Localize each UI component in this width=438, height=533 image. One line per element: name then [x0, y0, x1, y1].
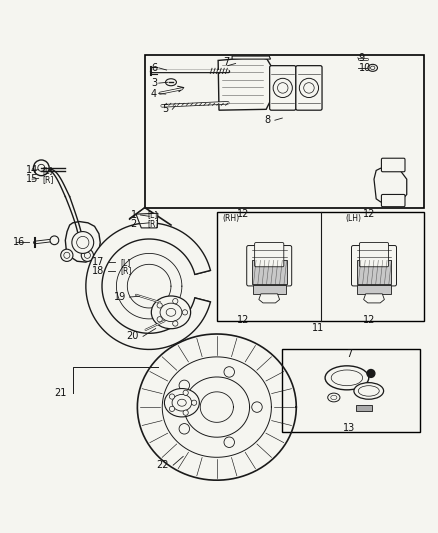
Polygon shape [357, 285, 391, 294]
Circle shape [72, 231, 94, 253]
Circle shape [304, 83, 314, 93]
Polygon shape [136, 213, 158, 228]
Text: (RH): (RH) [223, 214, 240, 223]
Text: 10: 10 [359, 63, 371, 73]
Text: [R]: [R] [121, 266, 132, 276]
Text: [L]: [L] [42, 166, 53, 175]
Ellipse shape [172, 394, 192, 411]
Circle shape [278, 83, 288, 93]
Ellipse shape [325, 366, 369, 390]
Polygon shape [86, 223, 211, 350]
Ellipse shape [166, 309, 176, 316]
Text: 13: 13 [343, 423, 355, 433]
Circle shape [173, 298, 178, 304]
Text: 12: 12 [363, 315, 375, 325]
FancyBboxPatch shape [360, 243, 389, 266]
FancyBboxPatch shape [270, 66, 296, 110]
FancyBboxPatch shape [247, 246, 292, 286]
Circle shape [299, 78, 318, 98]
Ellipse shape [166, 79, 177, 86]
Polygon shape [374, 168, 407, 202]
Text: 18: 18 [92, 266, 105, 276]
Ellipse shape [368, 64, 378, 71]
Ellipse shape [328, 393, 340, 402]
Text: 15: 15 [26, 174, 39, 184]
Text: 22: 22 [156, 460, 169, 470]
Ellipse shape [331, 395, 337, 400]
Polygon shape [259, 294, 279, 303]
Circle shape [157, 317, 162, 322]
Text: 19: 19 [114, 292, 126, 302]
Polygon shape [65, 222, 100, 262]
Ellipse shape [358, 386, 379, 396]
Circle shape [33, 160, 49, 176]
Circle shape [77, 236, 89, 248]
Circle shape [224, 367, 234, 377]
Text: 14: 14 [26, 165, 38, 175]
Text: 4: 4 [151, 88, 157, 99]
Text: 21: 21 [55, 388, 67, 398]
Circle shape [84, 252, 90, 259]
Text: (LH): (LH) [346, 214, 362, 223]
Ellipse shape [164, 389, 199, 417]
Text: 2: 2 [131, 219, 137, 229]
Text: 5: 5 [162, 104, 169, 114]
Text: 3: 3 [151, 78, 157, 88]
FancyBboxPatch shape [381, 195, 405, 207]
Circle shape [38, 164, 45, 171]
Circle shape [367, 369, 375, 377]
Circle shape [224, 437, 234, 448]
Ellipse shape [331, 370, 363, 386]
Text: [L]: [L] [121, 257, 131, 266]
FancyBboxPatch shape [296, 66, 322, 110]
Polygon shape [364, 294, 385, 303]
Ellipse shape [151, 296, 191, 329]
Circle shape [81, 249, 93, 261]
Ellipse shape [177, 399, 186, 406]
Polygon shape [253, 285, 286, 294]
Circle shape [157, 303, 162, 308]
Circle shape [182, 310, 187, 315]
Circle shape [173, 321, 178, 326]
Circle shape [273, 78, 292, 98]
Polygon shape [232, 56, 271, 59]
Circle shape [61, 249, 73, 261]
FancyBboxPatch shape [254, 243, 284, 266]
Circle shape [179, 424, 190, 434]
Ellipse shape [371, 66, 375, 70]
Text: 7: 7 [224, 57, 230, 67]
Circle shape [183, 390, 188, 395]
Text: [L]: [L] [148, 211, 158, 220]
Circle shape [170, 394, 175, 399]
Text: 11: 11 [312, 324, 325, 334]
Circle shape [191, 400, 197, 405]
FancyBboxPatch shape [352, 246, 396, 286]
Circle shape [50, 236, 59, 245]
Text: 6: 6 [151, 63, 157, 73]
Text: [R]: [R] [42, 175, 54, 184]
Circle shape [179, 380, 190, 391]
Text: 7: 7 [346, 349, 352, 359]
Text: 12: 12 [237, 315, 249, 325]
Circle shape [252, 402, 262, 413]
Text: 12: 12 [363, 209, 375, 219]
Text: 20: 20 [127, 332, 139, 341]
Circle shape [183, 410, 188, 415]
FancyBboxPatch shape [381, 158, 405, 172]
Text: 1: 1 [131, 210, 137, 220]
Ellipse shape [354, 383, 384, 399]
Text: [R]: [R] [148, 219, 159, 228]
Polygon shape [356, 405, 372, 410]
Polygon shape [218, 57, 272, 110]
Text: 9: 9 [359, 53, 365, 63]
Text: 8: 8 [265, 115, 271, 125]
Circle shape [64, 252, 70, 259]
Ellipse shape [160, 303, 182, 321]
Text: 17: 17 [92, 257, 105, 267]
Text: 16: 16 [13, 238, 25, 247]
Text: 12: 12 [237, 209, 249, 219]
Polygon shape [357, 260, 392, 284]
Circle shape [170, 406, 175, 411]
Polygon shape [252, 260, 286, 284]
